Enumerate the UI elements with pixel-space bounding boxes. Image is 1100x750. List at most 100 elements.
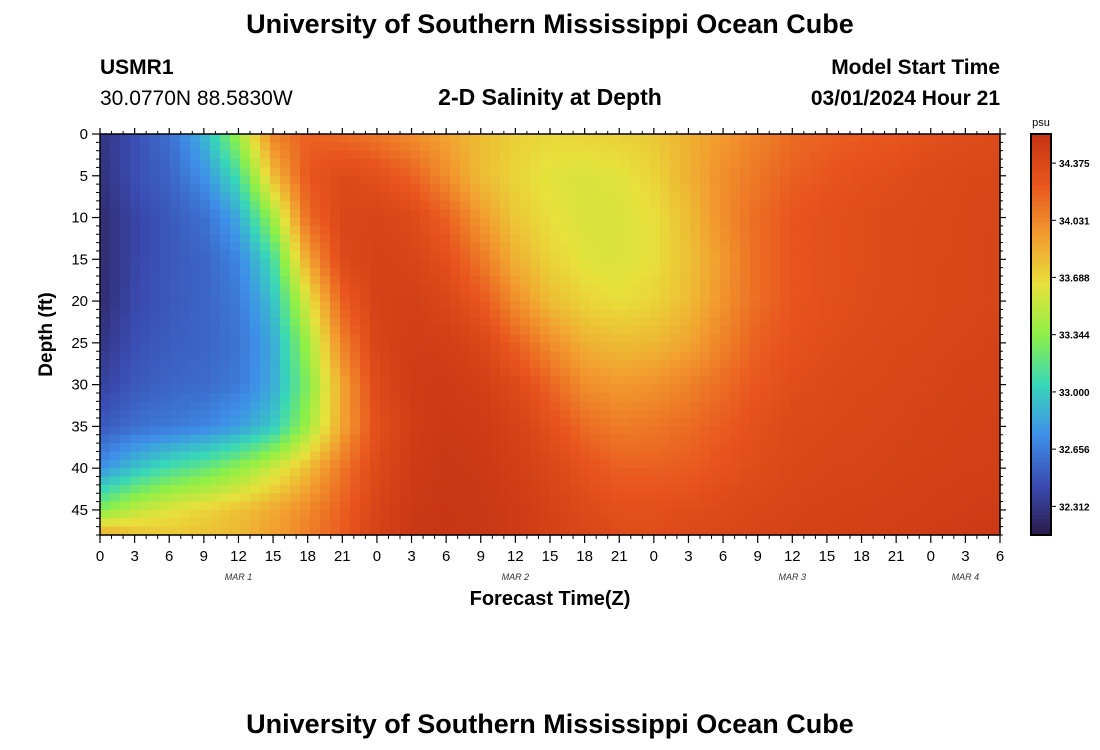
heatmap-cell — [550, 509, 561, 519]
heatmap-cell — [910, 317, 921, 327]
heatmap-cell — [400, 342, 411, 352]
heatmap-cell — [520, 217, 531, 227]
heatmap-cell — [890, 359, 901, 369]
heatmap-cell — [880, 426, 891, 436]
heatmap-cell — [290, 250, 301, 260]
heatmap-cell — [230, 351, 241, 361]
heatmap-cell — [510, 418, 521, 427]
heatmap-cell — [340, 409, 351, 419]
heatmap-cell — [780, 501, 791, 511]
heatmap-cell — [420, 443, 431, 453]
heatmap-cell — [500, 167, 511, 177]
heatmap-cell — [240, 468, 251, 478]
heatmap-cell — [390, 376, 401, 386]
heatmap-cell — [120, 142, 131, 152]
heatmap-cell — [270, 276, 281, 285]
heatmap-cell — [260, 501, 271, 511]
heatmap-cell — [440, 468, 451, 478]
heatmap-cell — [710, 418, 721, 427]
heatmap-cell — [220, 342, 231, 352]
heatmap-cell — [380, 484, 391, 494]
heatmap-cell — [770, 267, 781, 277]
heatmap-cell — [290, 301, 301, 311]
heatmap-cell — [320, 200, 331, 210]
heatmap-cell — [480, 526, 491, 536]
heatmap-cell — [510, 267, 521, 277]
heatmap-cell — [100, 159, 111, 169]
heatmap-cell — [970, 317, 981, 327]
heatmap-cell — [220, 134, 231, 143]
heatmap-cell — [920, 184, 931, 194]
heatmap-cell — [450, 451, 461, 461]
heatmap-cell — [150, 376, 161, 386]
heatmap-cell — [210, 234, 221, 244]
heatmap-cell — [400, 234, 411, 244]
heatmap-cell — [320, 376, 331, 386]
heatmap-cell — [340, 426, 351, 436]
heatmap-cell — [320, 250, 331, 260]
heatmap-cell — [620, 351, 631, 361]
heatmap-cell — [670, 509, 681, 519]
heatmap-cell — [300, 459, 311, 469]
heatmap-cell — [930, 334, 941, 344]
heatmap-cell — [260, 209, 271, 219]
heatmap-cell — [800, 351, 811, 361]
heatmap-cell — [710, 309, 721, 319]
heatmap-cell — [840, 150, 851, 160]
heatmap-cell — [660, 167, 671, 177]
heatmap-cell — [580, 359, 591, 369]
heatmap-cell — [870, 451, 881, 461]
heatmap-cell — [920, 175, 931, 185]
heatmap-cell — [390, 334, 401, 344]
heatmap-cell — [960, 376, 971, 386]
heatmap-cell — [920, 167, 931, 177]
heatmap-cell — [490, 493, 501, 503]
heatmap-cell — [730, 209, 741, 219]
heatmap-cell — [460, 434, 471, 444]
heatmap-cell — [860, 317, 871, 327]
heatmap-cell — [550, 501, 561, 511]
colorbar-cell — [1031, 370, 1051, 376]
heatmap-cell — [770, 351, 781, 361]
heatmap-cell — [200, 426, 211, 436]
heatmap-cell — [240, 184, 251, 194]
heatmap-cell — [540, 484, 551, 494]
heatmap-cell — [440, 250, 451, 260]
heatmap-cell — [430, 192, 441, 202]
heatmap-cell — [800, 284, 811, 294]
heatmap-cell — [910, 434, 921, 444]
heatmap-cell — [380, 418, 391, 427]
heatmap-cell — [710, 284, 721, 294]
heatmap-cell — [300, 426, 311, 436]
heatmap-cell — [730, 484, 741, 494]
heatmap-cell — [300, 509, 311, 519]
heatmap-cell — [970, 342, 981, 352]
heatmap-cell — [340, 259, 351, 269]
heatmap-cell — [490, 192, 501, 202]
heatmap-cell — [730, 409, 741, 419]
heatmap-cell — [740, 468, 751, 478]
heatmap-cell — [130, 468, 141, 478]
heatmap-cell — [820, 250, 831, 260]
heatmap-cell — [620, 234, 631, 244]
heatmap-cell — [800, 234, 811, 244]
heatmap-cell — [690, 250, 701, 260]
heatmap-cell — [920, 192, 931, 202]
heatmap-cell — [510, 326, 521, 336]
heatmap-cell — [740, 150, 751, 160]
heatmap-cell — [840, 326, 851, 336]
heatmap-cell — [450, 259, 461, 269]
heatmap-cell — [170, 284, 181, 294]
heatmap-cell — [700, 493, 711, 503]
heatmap-cell — [910, 468, 921, 478]
heatmap-cell — [300, 401, 311, 411]
heatmap-cell — [680, 451, 691, 461]
heatmap-cell — [800, 134, 811, 143]
heatmap-cell — [670, 184, 681, 194]
heatmap-cell — [640, 301, 651, 311]
heatmap-cell — [680, 225, 691, 235]
heatmap-cell — [370, 376, 381, 386]
heatmap-cell — [700, 342, 711, 352]
heatmap-cell — [260, 159, 271, 169]
heatmap-cell — [940, 409, 951, 419]
